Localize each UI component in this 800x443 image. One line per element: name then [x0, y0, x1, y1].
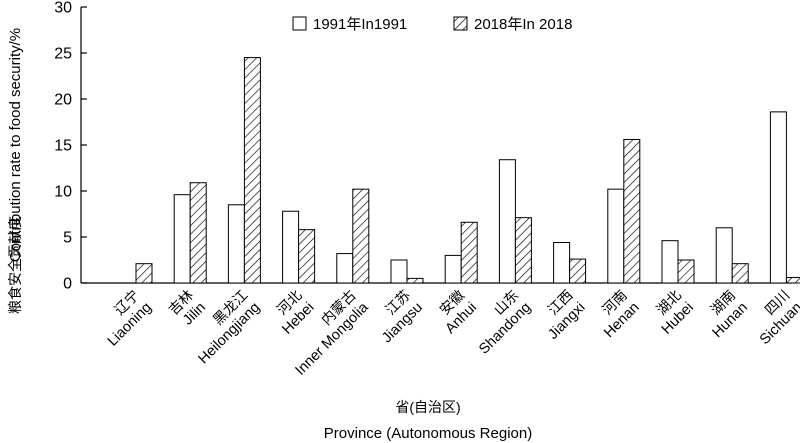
y-tick-label: 25 [54, 46, 72, 63]
bars [135, 57, 800, 284]
y-axis: 0 5 10 15 20 25 30 [54, 0, 793, 293]
y-tick-label: 0 [63, 276, 72, 293]
bar-2018-liaoning [135, 263, 153, 284]
bar-2018-jilin [189, 182, 207, 284]
bar-1991-hunan [715, 227, 733, 284]
legend-label: 2018年In 2018 [474, 16, 572, 33]
legend-swatch [292, 16, 307, 31]
bar-2018-jiangsu [406, 277, 424, 284]
y-tick-label: 15 [54, 138, 72, 155]
y-tick-label: 20 [54, 92, 72, 109]
bar-2018-shandong [514, 217, 532, 284]
y-axis-title-cn: 粮食安全贡献度 [7, 216, 23, 314]
bar-1991-sichuan [769, 111, 787, 284]
bar-1991-hubei [661, 240, 679, 284]
bar-2018-henan [623, 138, 641, 284]
bar-1991-jiangsu [390, 259, 408, 284]
bar-1991-jiangxi [553, 242, 571, 284]
bar-1991-jilin [173, 194, 191, 284]
bar-2018-hunan [731, 263, 749, 284]
bar-2018-anhui [460, 221, 478, 284]
legend-swatch [453, 16, 468, 31]
bar-1991-anhui [444, 254, 462, 284]
bar-1991-hebei [282, 210, 300, 284]
x-axis-title-cn: 省(自治区) [395, 399, 460, 415]
bar-1991-inner-mongolia [336, 253, 354, 284]
bar-1991-shandong [498, 159, 516, 284]
x-axis-title-en: Province (Autonomous Region) [324, 425, 532, 442]
bar-2018-heilongjiang [243, 57, 261, 284]
y-tick-label: 10 [54, 184, 72, 201]
legend: 1991年In1991 2018年In 2018 [292, 16, 572, 33]
y-tick-label: 5 [63, 230, 72, 247]
bar-2018-hubei [677, 259, 695, 284]
y-axis-title-en: Contribution rate to food security/% [7, 28, 24, 262]
bar-2018-sichuan [785, 276, 800, 284]
bar-2018-hebei [298, 229, 316, 284]
bar-1991-heilongjiang [227, 204, 245, 284]
y-tick-label: 30 [54, 0, 72, 17]
bar-2018-jiangxi [569, 258, 587, 284]
bar-2018-inner-mongolia [352, 188, 370, 284]
bar-1991-henan [607, 188, 625, 284]
legend-label: 1991年In1991 [313, 16, 407, 33]
